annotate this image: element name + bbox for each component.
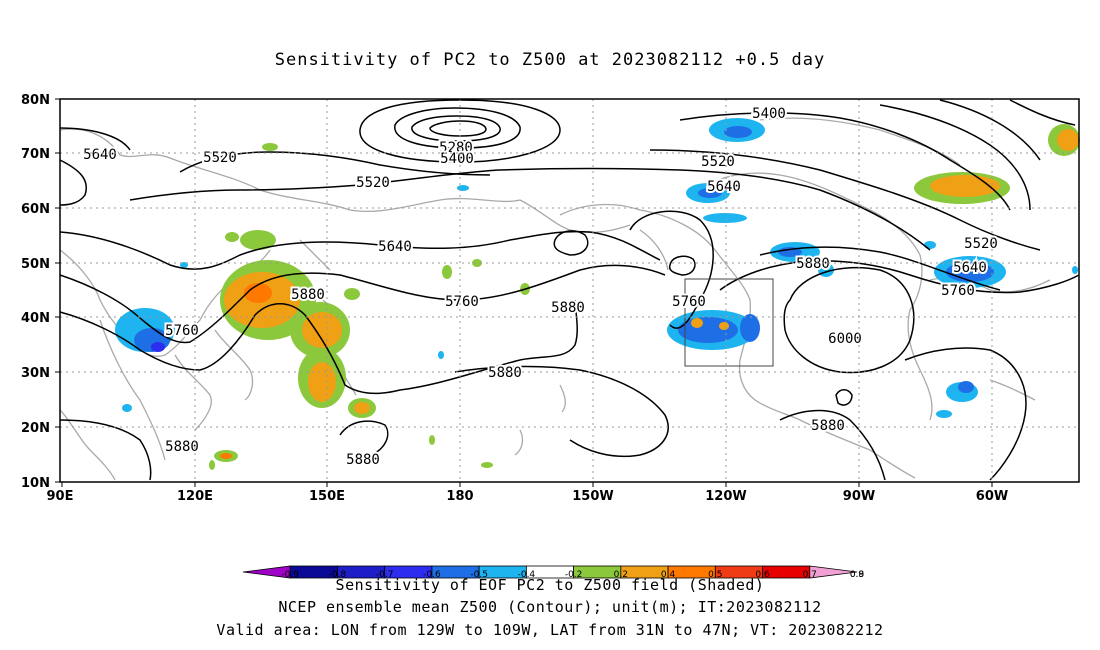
colorbar-tick-label: -0.5: [470, 570, 488, 580]
shade-lightblue-blob: [122, 404, 132, 412]
contour-label: 5760: [445, 294, 479, 310]
valid-area-box: [684, 278, 774, 367]
lon-label: 150E: [309, 489, 345, 504]
colorbar-tick-label: 0.4: [661, 570, 676, 580]
shade-green-blob: [262, 143, 278, 151]
contour-label: 5520: [356, 175, 390, 191]
contour-label: 5760: [941, 283, 975, 299]
contour-label: 5640: [707, 179, 741, 195]
contour-label: 5880: [811, 418, 845, 434]
lon-label: 150W: [572, 489, 613, 504]
colorbar: -0.9 -0.8 -0.7 -0.6 -0.5 -0.4 -0.2 0.2 0.4 0.5 0.6…: [242, 565, 865, 580]
lon-label: 60W: [976, 489, 1008, 504]
shade-blue-blob: [740, 314, 760, 342]
shade-lightblue-blob: [703, 213, 747, 223]
shade-darkblue-blob: [151, 342, 165, 352]
colorbar-tick-label: 0.6: [755, 570, 770, 580]
contour-label: 5520: [203, 150, 237, 166]
contour-label: 5400: [440, 151, 474, 167]
shade-green-blob: [472, 259, 482, 267]
lat-label: 40N: [21, 311, 50, 326]
colorbar-tick-label: 0.2: [614, 570, 628, 580]
contour-label-group: 5640 5520 5520 5640 5760 5880 5760 5880 …: [81, 104, 1000, 470]
contour-label: 5640: [953, 260, 987, 276]
caption-contour: NCEP ensemble mean Z500 (Contour); unit(…: [278, 598, 822, 616]
shade-lightblue-blob: [438, 351, 444, 359]
lat-label: 50N: [21, 257, 50, 272]
shade-orange-blob: [354, 402, 370, 414]
lon-label: 120E: [177, 489, 213, 504]
contour-label: 5640: [378, 239, 412, 255]
shade-lightblue-blob: [457, 185, 469, 191]
shade-blue-blob: [724, 126, 752, 138]
gridlines: [60, 99, 1079, 482]
lat-label: 80N: [21, 93, 50, 108]
lon-label: 90E: [47, 489, 74, 504]
lat-label: 20N: [21, 421, 50, 436]
contour-label: 5520: [701, 154, 735, 170]
shade-blue-blob: [698, 188, 722, 198]
contour-label: 5880: [488, 365, 522, 381]
caption-valid-area: Valid area: LON from 129W to 109W, LAT f…: [216, 621, 884, 639]
map-border: [59, 98, 1080, 483]
colorbar-swatch: [809, 565, 858, 579]
shade-green-blob: [344, 288, 360, 300]
contour-label: 5880: [165, 439, 199, 455]
lat-label: 10N: [21, 476, 50, 491]
shade-lightblue-blob: [936, 410, 952, 418]
shade-blue-blob: [958, 381, 974, 393]
lat-label: 60N: [21, 202, 50, 217]
shade-green-blob: [429, 435, 435, 445]
colorbar-tick-label: -0.8: [329, 570, 347, 580]
shade-orange-blob: [308, 362, 336, 402]
colorbar-tick-label: 0.7: [803, 570, 817, 580]
map-title: Sensitivity of PC2 to Z500 at 2023082112…: [274, 50, 826, 70]
colorbar-tick-label: -0.2: [565, 570, 583, 580]
colorbar-tick-label: -0.4: [518, 570, 536, 580]
contour-label: 5880: [551, 300, 585, 316]
shade-orange-blob: [220, 453, 232, 459]
lon-label: 90W: [843, 489, 875, 504]
contour-label: 5520: [964, 236, 998, 252]
colorbar-tick-label: 0.9: [850, 570, 865, 580]
shade-orange-blob: [691, 318, 703, 328]
lon-labels: 90E 120E 150E 180 150W 120W 90W 60W: [47, 489, 1009, 504]
lat-labels: 80N 70N 60N 50N 40N 30N 20N 10N: [21, 93, 50, 491]
shade-darkblue-blob: [952, 263, 968, 273]
contour-label: 6000: [828, 331, 862, 347]
lon-label: 180: [446, 489, 473, 504]
shade-green-blob: [442, 265, 452, 279]
contour-label: 5760: [672, 294, 706, 310]
shade-orange-blob: [1057, 129, 1079, 151]
axis-ticks: [55, 98, 993, 487]
colorbar-tick-label: -0.7: [376, 570, 394, 580]
contour-label: 5640: [83, 147, 117, 163]
contour-label: 5880: [346, 452, 380, 468]
colorbar-tick-label: -0.6: [423, 570, 441, 580]
colorbar-tick-label: 0.8: [850, 570, 865, 580]
colorbar-tick-label: 0.5: [708, 570, 722, 580]
contour-label: 5880: [796, 256, 830, 272]
colorbar-tick-label: -0.9: [281, 570, 299, 580]
lat-label: 70N: [21, 147, 50, 162]
caption-shaded: Sensitivity of EOF PC2 to Z500 field (Sh…: [335, 576, 765, 594]
contour-label: 5760: [165, 323, 199, 339]
contour-label: 5400: [752, 106, 786, 122]
shade-green-blob: [225, 232, 239, 242]
shade-red-blob: [244, 283, 272, 303]
shade-green-blob: [240, 230, 276, 250]
lon-label: 120W: [705, 489, 746, 504]
shade-lightblue-blob: [924, 241, 936, 249]
contour-label: 5880: [291, 287, 325, 303]
shade-orange-blob: [302, 312, 342, 348]
shade-orange-blob: [719, 322, 729, 330]
contour-label: 5280: [439, 140, 473, 156]
shade-green-blob: [481, 462, 493, 468]
lat-label: 30N: [21, 366, 50, 381]
shade-lightblue-blob: [1072, 266, 1078, 274]
shade-green-blob: [209, 460, 215, 470]
